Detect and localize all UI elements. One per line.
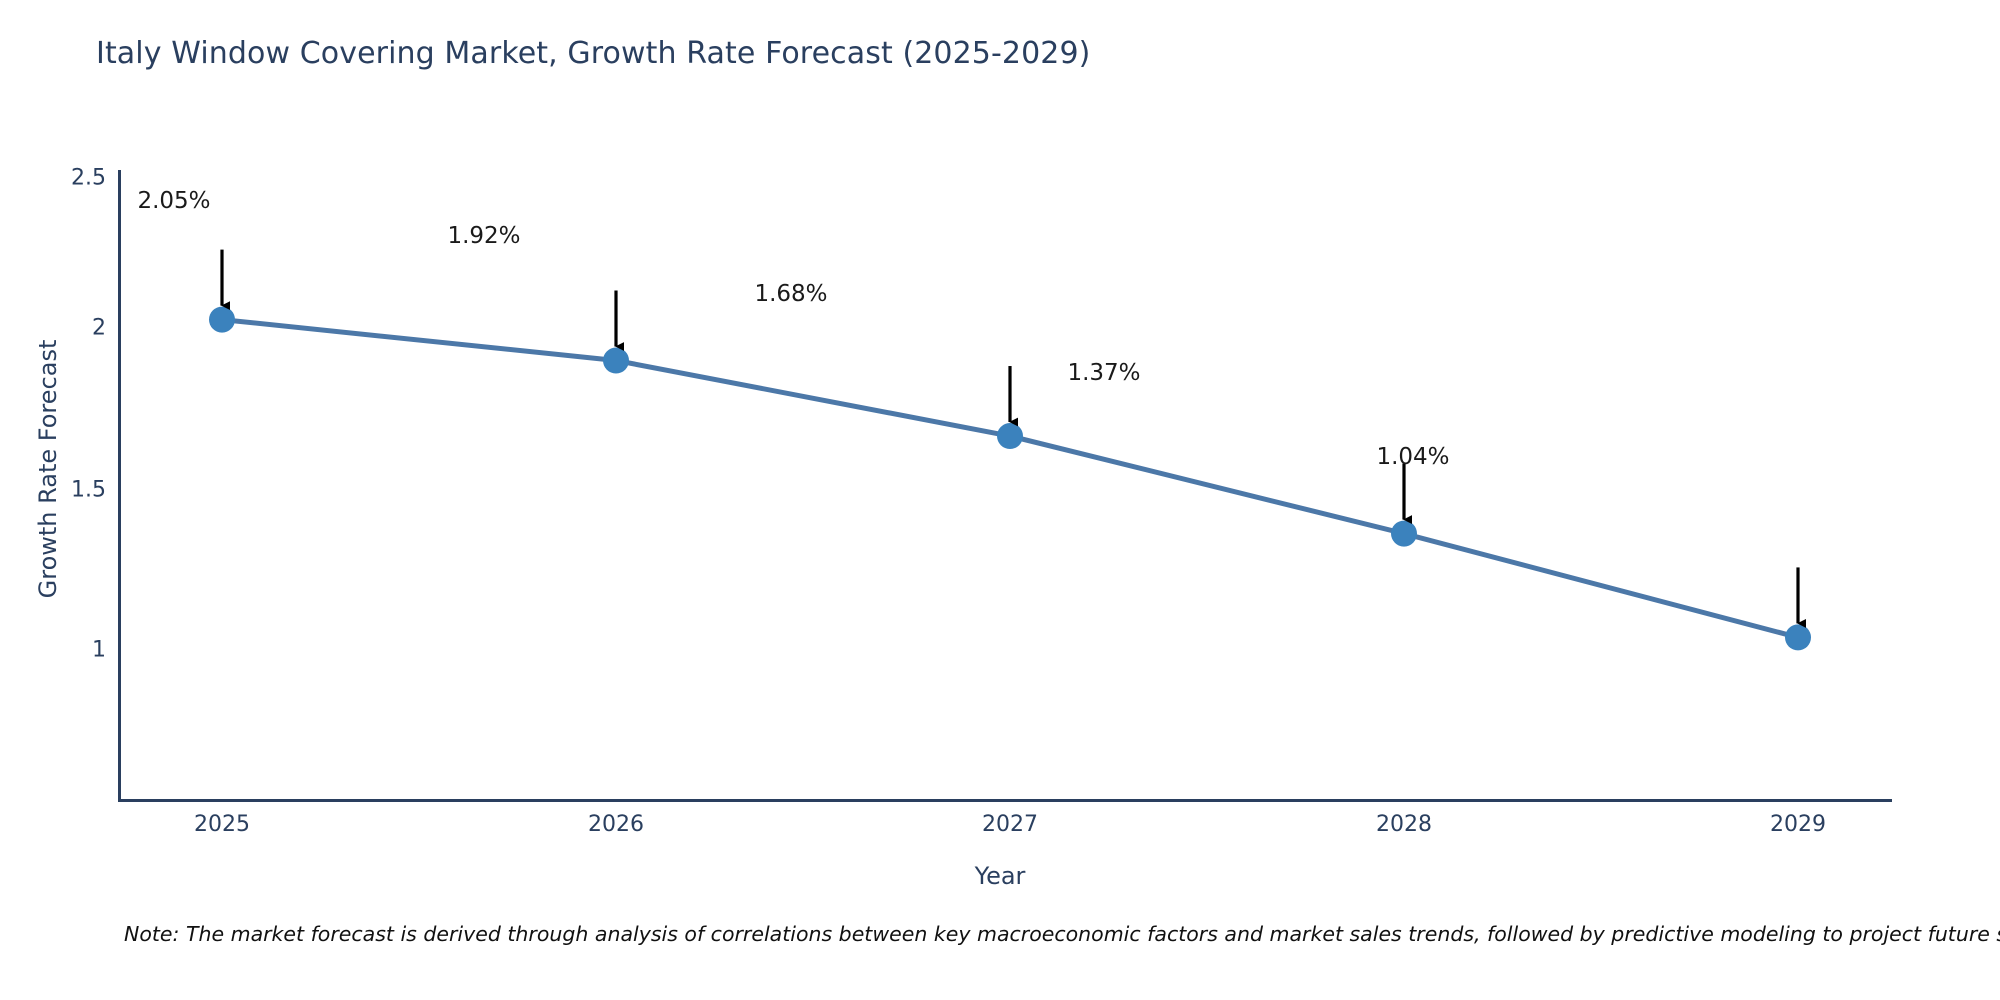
data-point-marker[interactable] — [1391, 520, 1417, 547]
data-point-markers — [209, 306, 1811, 651]
data-label: 1.68% — [754, 281, 828, 307]
data-label: 2.05% — [137, 188, 211, 214]
y-tick-label: 1.5 — [71, 477, 106, 503]
x-tick-label: 2025 — [194, 812, 250, 837]
data-label: 1.37% — [1067, 360, 1141, 386]
data-point-marker[interactable] — [603, 347, 629, 374]
y-tick-label: 2 — [92, 315, 106, 341]
x-tick-label: 2028 — [1376, 812, 1432, 837]
y-tick-label: 2.5 — [71, 165, 106, 191]
y-tick-label: 1 — [92, 637, 106, 663]
chart-note: Note: The market forecast is derived thr… — [124, 922, 2000, 946]
chart-title: Italy Window Covering Market, Growth Rat… — [96, 36, 1091, 71]
x-axis-line — [118, 799, 1892, 802]
y-axis-line — [118, 170, 121, 802]
x-tick-label: 2029 — [1770, 812, 1826, 837]
data-point-marker[interactable] — [1785, 624, 1811, 651]
data-label: 1.92% — [447, 223, 521, 249]
x-tick-label: 2026 — [588, 812, 644, 837]
data-point-marker[interactable] — [209, 306, 235, 333]
data-label: 1.04% — [1376, 444, 1450, 470]
annotation-arrows — [220, 249, 1807, 628]
x-tick-label: 2027 — [982, 812, 1038, 837]
y-axis-tick-labels: 2.5 2 1.5 1 — [0, 0, 106, 1000]
x-axis-title: Year — [974, 862, 1026, 890]
data-point-marker[interactable] — [997, 423, 1023, 450]
